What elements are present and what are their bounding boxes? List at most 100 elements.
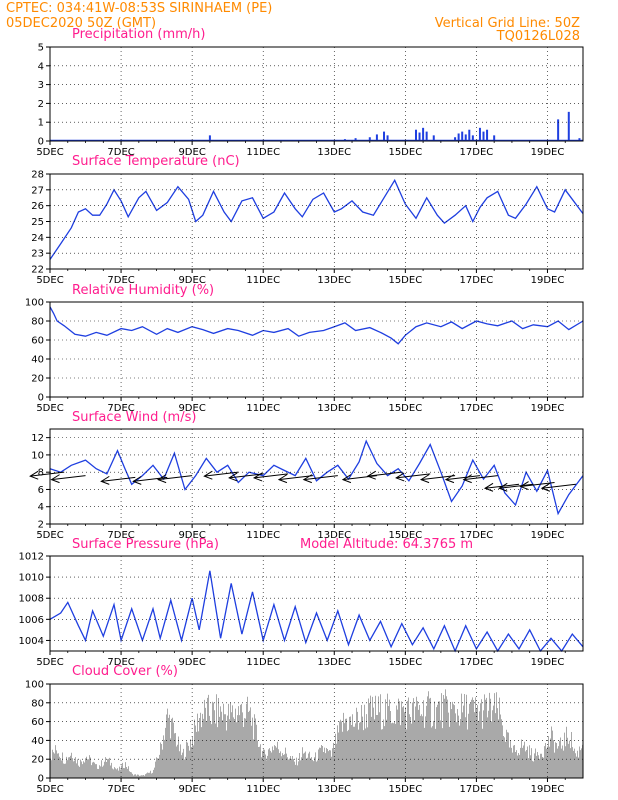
panel-title: Precipitation (mm/h) bbox=[72, 27, 205, 42]
x-tick-label: 7DEC bbox=[107, 147, 134, 158]
y-tick-label: 1006 bbox=[19, 615, 44, 626]
y-tick-label: 1008 bbox=[19, 594, 44, 605]
y-tick-label: 0 bbox=[38, 137, 44, 148]
x-tick-label: 11DEC bbox=[246, 403, 280, 414]
x-tick-label: 5DEC bbox=[36, 530, 63, 541]
x-tick-label: 19DEC bbox=[531, 275, 565, 286]
panel-title: Surface Temperature (nC) bbox=[72, 154, 240, 169]
y-tick-label: 80 bbox=[31, 698, 44, 709]
wind-arrow bbox=[395, 472, 431, 482]
x-tick-label: 15DEC bbox=[388, 784, 422, 795]
panel-title: Cloud Cover (%) bbox=[72, 664, 178, 679]
y-tick-label: 6 bbox=[38, 485, 44, 496]
panel-frame bbox=[49, 428, 584, 525]
wind-arrow bbox=[366, 470, 402, 480]
panel-frame bbox=[49, 301, 584, 398]
y-tick-label: 8 bbox=[38, 468, 44, 479]
x-tick-label: 19DEC bbox=[531, 530, 565, 541]
x-tick-label: 17DEC bbox=[460, 147, 494, 158]
precip-bar bbox=[464, 134, 467, 141]
wind-arrow bbox=[157, 474, 193, 484]
panel-title: Surface Wind (m/s) bbox=[72, 410, 196, 425]
wind-arrow bbox=[341, 474, 377, 484]
x-tick-label: 13DEC bbox=[317, 784, 351, 795]
precip-bar bbox=[432, 135, 435, 141]
panel-annotation: Model Altitude: 64.3765 m bbox=[300, 537, 473, 552]
x-tick-label: 9DEC bbox=[178, 147, 205, 158]
wind-arrow bbox=[203, 470, 239, 480]
precip-bar bbox=[493, 135, 496, 141]
precip-bar bbox=[478, 127, 481, 141]
y-tick-label: 23 bbox=[31, 249, 44, 260]
x-tick-label: 9DEC bbox=[178, 784, 205, 795]
precip-bar bbox=[471, 135, 474, 141]
precip-bar bbox=[383, 131, 386, 141]
y-tick-label: 100 bbox=[25, 680, 44, 691]
wind-arrow bbox=[540, 482, 576, 492]
y-tick-label: 24 bbox=[31, 233, 44, 244]
wind-arrow bbox=[228, 472, 264, 482]
x-tick-label: 13DEC bbox=[317, 275, 351, 286]
wind-arrow bbox=[498, 482, 534, 492]
x-tick-label: 13DEC bbox=[317, 530, 351, 541]
panel-1: Surface Temperature (nC) 22 23 24 25 26 27 28 5D… bbox=[31, 154, 584, 286]
x-tick-label: 5DEC bbox=[36, 784, 63, 795]
y-tick-label: 10 bbox=[31, 450, 44, 461]
y-tick-label: 1012 bbox=[19, 552, 44, 563]
panel-title: Relative Humidity (%) bbox=[72, 283, 214, 298]
y-tick-label: 28 bbox=[31, 170, 44, 181]
y-tick-label: 1 bbox=[38, 118, 44, 129]
x-tick-label: 15DEC bbox=[388, 530, 422, 541]
x-tick-label: 9DEC bbox=[178, 530, 205, 541]
x-tick-label: 17DEC bbox=[460, 275, 494, 286]
x-tick-label: 19DEC bbox=[531, 147, 565, 158]
y-tick-label: 25 bbox=[31, 217, 44, 228]
x-tick-label: 11DEC bbox=[246, 657, 280, 668]
y-tick-label: 1010 bbox=[19, 573, 44, 584]
x-tick-label: 15DEC bbox=[388, 275, 422, 286]
wind-arrow bbox=[444, 474, 481, 484]
x-tick-label: 19DEC bbox=[531, 403, 565, 414]
precip-bar bbox=[461, 131, 464, 141]
series-line bbox=[49, 306, 584, 345]
panel-2: Relative Humidity (%) 0 20 40 60 80 100 5DEC 7DE… bbox=[25, 283, 584, 414]
precip-bar bbox=[386, 135, 389, 141]
precip-bar bbox=[578, 138, 581, 141]
wind-arrow bbox=[462, 474, 498, 484]
panel-frame bbox=[49, 46, 584, 142]
wind-arrow bbox=[252, 472, 289, 482]
x-tick-label: 17DEC bbox=[460, 657, 494, 668]
wind-arrow bbox=[419, 474, 456, 484]
x-tick-label: 11DEC bbox=[246, 275, 280, 286]
y-tick-label: 40 bbox=[31, 355, 44, 366]
header-grid-line: Vertical Grid Line: 50Z bbox=[435, 16, 580, 31]
y-tick-label: 80 bbox=[31, 317, 44, 328]
x-tick-label: 7DEC bbox=[107, 403, 134, 414]
x-tick-label: 13DEC bbox=[317, 657, 351, 668]
y-tick-label: 1004 bbox=[19, 636, 44, 647]
wind-arrow bbox=[29, 470, 65, 480]
y-tick-label: 0 bbox=[38, 774, 44, 785]
y-tick-label: 60 bbox=[31, 336, 44, 347]
y-tick-label: 27 bbox=[31, 185, 44, 196]
x-tick-label: 5DEC bbox=[36, 657, 63, 668]
panel-4: Surface Pressure (hPa) Model Altitude: 64… bbox=[19, 537, 584, 668]
wind-arrow bbox=[302, 474, 338, 484]
y-tick-label: 60 bbox=[31, 717, 44, 728]
y-tick-label: 2 bbox=[38, 99, 44, 110]
y-tick-label: 100 bbox=[25, 298, 44, 309]
x-tick-label: 15DEC bbox=[388, 657, 422, 668]
x-tick-label: 15DEC bbox=[388, 147, 422, 158]
precip-bar bbox=[422, 127, 425, 141]
panel-frame bbox=[49, 173, 584, 270]
y-tick-label: 0 bbox=[38, 393, 44, 404]
precip-bar bbox=[343, 139, 346, 141]
precip-bar bbox=[418, 132, 421, 141]
x-tick-label: 7DEC bbox=[107, 784, 134, 795]
x-tick-label: 17DEC bbox=[460, 530, 494, 541]
wind-arrow bbox=[100, 475, 136, 485]
precip-bar bbox=[557, 119, 560, 141]
x-tick-label: 9DEC bbox=[178, 403, 205, 414]
